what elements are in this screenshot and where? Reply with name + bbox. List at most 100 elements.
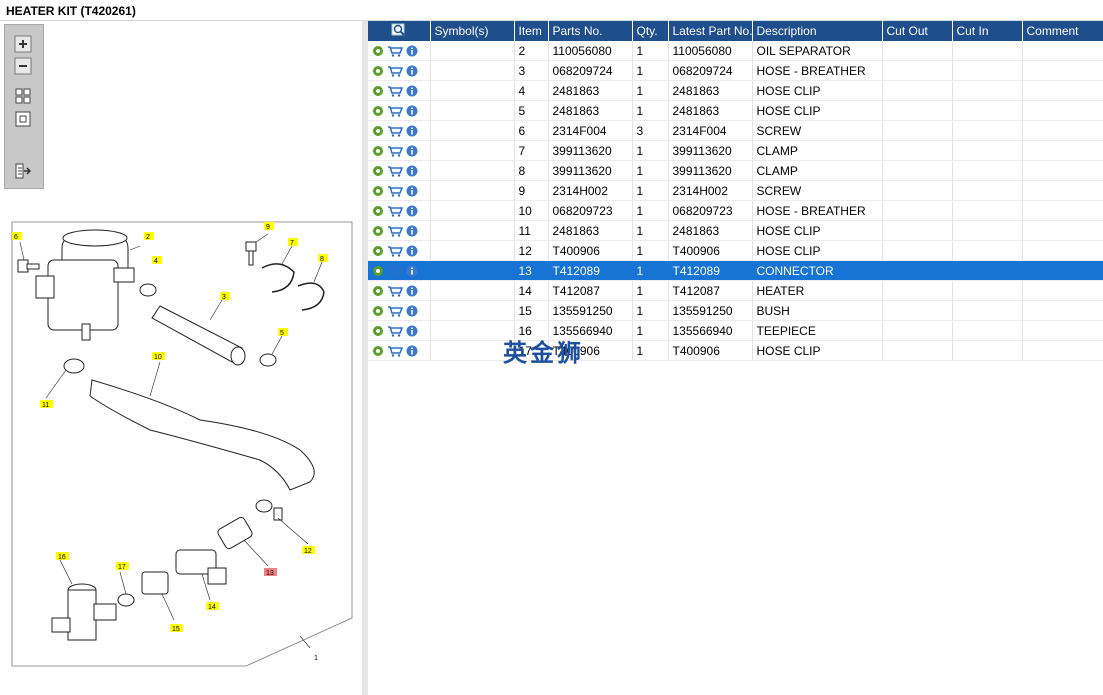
column-header-item[interactable]: Item [514, 21, 549, 41]
table-row[interactable]: 5 2481863 1 2481863 HOSE CLIP [368, 100, 1103, 121]
table-row[interactable]: 11 2481863 1 2481863 HOSE CLIP [368, 220, 1103, 241]
info-icon[interactable] [406, 245, 418, 257]
table-row[interactable]: 2 110056080 1 110056080 OIL SEPARATOR [368, 41, 1103, 61]
cart-icon[interactable] [387, 165, 403, 178]
table-row[interactable]: 17 T400906 1 T400906 HOSE CLIP [368, 340, 1103, 361]
cart-icon[interactable] [387, 265, 403, 278]
column-header-parts-no[interactable]: Parts No. [548, 21, 633, 41]
table-row[interactable]: 10 068209723 1 068209723 HOSE - BREATHER [368, 200, 1103, 221]
exploded-view-drawing[interactable]: 2 3 4 5 6 7 8 9 10 11 12 13 14 15 16 17 … [10, 220, 354, 668]
gear-icon[interactable] [372, 245, 384, 257]
cart-icon[interactable] [387, 45, 403, 58]
column-header-qty[interactable]: Qty. [632, 21, 669, 41]
table-row[interactable]: 7 399113620 1 399113620 CLAMP [368, 140, 1103, 161]
cart-icon[interactable] [387, 325, 403, 338]
gear-icon[interactable] [372, 85, 384, 97]
cart-icon[interactable] [387, 205, 403, 218]
info-icon[interactable] [406, 305, 418, 317]
callout-3[interactable]: 3 [222, 294, 226, 301]
info-icon[interactable] [406, 265, 418, 277]
gear-icon[interactable] [372, 65, 384, 77]
column-header-symbols[interactable]: Symbol(s) [430, 21, 515, 41]
column-header-comment[interactable]: Comment [1022, 21, 1103, 41]
info-icon[interactable] [406, 125, 418, 137]
callout-2[interactable]: 2 [146, 234, 150, 241]
gear-icon[interactable] [372, 145, 384, 157]
cart-icon[interactable] [387, 185, 403, 198]
info-icon[interactable] [406, 65, 418, 77]
zoom-in-icon[interactable] [14, 35, 32, 53]
search-icon[interactable] [391, 23, 407, 37]
info-icon[interactable] [406, 85, 418, 97]
cart-icon[interactable] [387, 225, 403, 238]
cart-icon[interactable] [387, 125, 403, 138]
cart-icon[interactable] [387, 245, 403, 258]
table-row[interactable]: 8 399113620 1 399113620 CLAMP [368, 160, 1103, 181]
callout-9[interactable]: 9 [266, 224, 270, 231]
zoom-out-icon[interactable] [14, 57, 32, 75]
cart-icon[interactable] [387, 105, 403, 118]
callout-8[interactable]: 8 [320, 256, 324, 263]
info-icon[interactable] [406, 165, 418, 177]
cart-icon[interactable] [387, 285, 403, 298]
info-icon[interactable] [406, 345, 418, 357]
callout-14[interactable]: 14 [208, 604, 216, 611]
callout-11[interactable]: 11 [42, 402, 49, 409]
info-icon[interactable] [406, 185, 418, 197]
callout-1[interactable]: 1 [314, 655, 318, 662]
column-header-cut-in[interactable]: Cut In [952, 21, 1023, 41]
gear-icon[interactable] [372, 285, 384, 297]
info-icon[interactable] [406, 145, 418, 157]
callout-16[interactable]: 16 [58, 554, 66, 561]
callout-10[interactable]: 10 [154, 354, 162, 361]
gear-icon[interactable] [372, 265, 384, 277]
gear-icon[interactable] [372, 225, 384, 237]
callout-17[interactable]: 17 [118, 564, 126, 571]
table-row[interactable]: 6 2314F004 3 2314F004 SCREW [368, 120, 1103, 141]
callout-7[interactable]: 7 [290, 240, 294, 247]
callout-6[interactable]: 6 [14, 234, 18, 241]
table-row[interactable]: 9 2314H002 1 2314H002 SCREW [368, 180, 1103, 201]
cell-symbols [430, 340, 515, 361]
gear-icon[interactable] [372, 305, 384, 317]
callout-13[interactable]: 13 [266, 570, 274, 577]
cart-icon[interactable] [387, 85, 403, 98]
table-row[interactable]: 12 T400906 1 T400906 HOSE CLIP [368, 240, 1103, 261]
gear-icon[interactable] [372, 165, 384, 177]
table-row[interactable]: 16 135566940 1 135566940 TEEPIECE [368, 320, 1103, 341]
gear-icon[interactable] [372, 325, 384, 337]
info-icon[interactable] [406, 205, 418, 217]
info-icon[interactable] [406, 105, 418, 117]
column-header-cut-out[interactable]: Cut Out [882, 21, 953, 41]
column-header-description[interactable]: Description [752, 21, 883, 41]
fit-page-icon[interactable] [14, 110, 32, 128]
gear-icon[interactable] [372, 125, 384, 137]
table-row[interactable]: 13 T412089 1 T412089 CONNECTOR [368, 260, 1103, 281]
callout-15[interactable]: 15 [172, 626, 180, 633]
column-header-latest-part-no[interactable]: Latest Part No. [668, 21, 753, 41]
cart-icon[interactable] [387, 305, 403, 318]
table-row[interactable]: 3 068209724 1 068209724 HOSE - BREATHER [368, 60, 1103, 81]
info-icon[interactable] [406, 45, 418, 57]
gear-icon[interactable] [372, 345, 384, 357]
search-column-header[interactable] [368, 21, 431, 41]
cart-icon[interactable] [387, 345, 403, 358]
callout-12[interactable]: 12 [304, 548, 312, 555]
export-icon[interactable] [14, 162, 32, 180]
info-icon[interactable] [406, 285, 418, 297]
callout-5[interactable]: 5 [280, 330, 284, 337]
info-icon[interactable] [406, 325, 418, 337]
table-row[interactable]: 4 2481863 1 2481863 HOSE CLIP [368, 80, 1103, 101]
fit-all-icon[interactable] [14, 87, 32, 105]
callout-4[interactable]: 4 [154, 258, 158, 265]
gear-icon[interactable] [372, 185, 384, 197]
gear-icon[interactable] [372, 205, 384, 217]
table-row[interactable]: 14 T412087 1 T412087 HEATER [368, 280, 1103, 301]
table-row[interactable]: 15 135591250 1 135591250 BUSH [368, 300, 1103, 321]
pane-splitter[interactable] [362, 21, 368, 695]
cart-icon[interactable] [387, 65, 403, 78]
info-icon[interactable] [406, 225, 418, 237]
gear-icon[interactable] [372, 45, 384, 57]
gear-icon[interactable] [372, 105, 384, 117]
cart-icon[interactable] [387, 145, 403, 158]
